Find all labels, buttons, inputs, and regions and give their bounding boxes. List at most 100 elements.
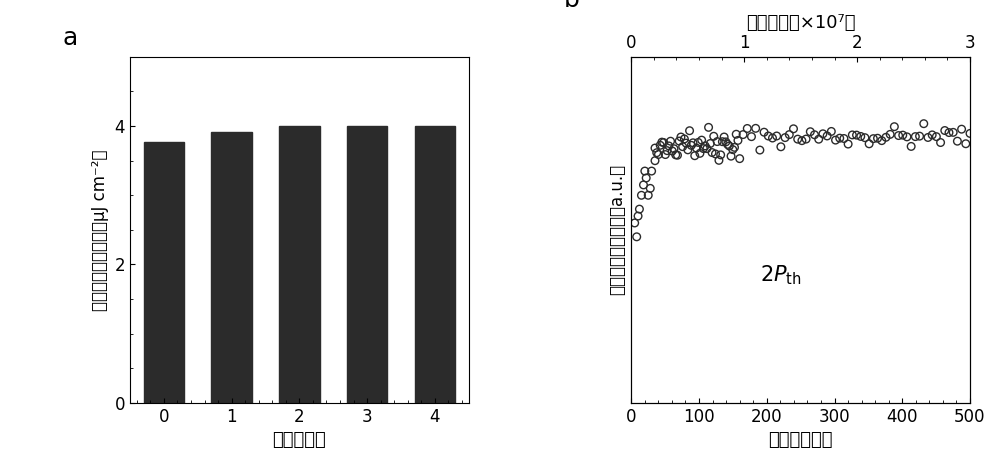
Point [857,134,873,141]
Point [663,137,679,145]
Point [928,133,944,140]
Point [673,133,689,141]
Point [709,138,725,146]
Point [907,133,923,140]
Point [649,149,665,156]
Point [882,130,898,138]
Point [781,131,797,138]
Point [861,140,877,147]
Point [687,152,703,160]
Point [668,151,684,159]
Point [891,132,907,139]
Point [937,127,953,134]
Point [735,131,751,138]
Point [718,138,734,146]
Point [958,140,974,147]
Point [836,135,852,142]
Point [853,133,869,140]
Point [706,132,722,140]
Point [823,128,839,135]
Point [949,137,965,145]
Point [954,126,970,133]
Point [730,137,746,144]
Point [794,137,810,145]
Point [654,138,670,146]
Point [728,130,744,138]
Point [844,131,860,139]
Point [832,134,848,142]
Point [638,174,654,182]
Point [773,143,789,151]
Point [726,144,742,151]
Point [650,151,666,158]
Bar [211,132,252,403]
Point [769,132,785,140]
Point [680,146,696,154]
Point [743,133,759,140]
Point [711,156,727,164]
Point [699,145,715,152]
Point [764,134,780,142]
Point [802,128,818,136]
Point [752,146,768,154]
Point [704,149,720,156]
Text: b: b [564,0,579,12]
Point [924,131,940,139]
Point [785,125,801,133]
Point [732,155,748,163]
Point [659,147,675,155]
Point [760,132,776,140]
Point [652,142,668,149]
Point [899,133,915,141]
Point [828,137,844,144]
Point [629,233,645,241]
Point [675,143,691,150]
Point [713,151,729,159]
Point [849,131,865,139]
Point [697,142,713,150]
Point [756,128,772,136]
Point [865,135,881,143]
Point [739,125,755,132]
Point [630,212,646,220]
Point [721,142,737,150]
Point [695,145,711,152]
Text: a: a [62,26,78,50]
Point [685,139,701,146]
Y-axis label: 放大自发辐射强度（a.u.）: 放大自发辐射强度（a.u.） [608,164,626,295]
Point [656,139,672,146]
Bar [279,126,320,403]
Point [640,191,656,199]
Point [962,129,978,137]
Point [682,127,698,135]
Bar [347,126,387,403]
X-axis label: 时间（分钟）: 时间（分钟） [768,431,833,449]
Point [916,120,932,128]
X-axis label: 激光脉冲（×10⁷）: 激光脉冲（×10⁷） [746,15,855,32]
Point [777,134,793,141]
Point [790,136,806,143]
Point [694,137,710,144]
Point [714,138,730,146]
Text: $2P_{\mathrm{th}}$: $2P_{\mathrm{th}}$ [760,264,802,287]
Point [676,135,692,143]
Point [666,145,682,153]
Point [725,146,741,154]
Point [688,144,704,152]
Point [642,184,658,192]
Point [720,141,736,148]
Point [811,136,827,143]
Point [819,132,835,140]
Point [644,167,660,175]
Point [870,135,886,142]
Bar [415,126,455,403]
Point [723,152,739,160]
Point [678,139,694,147]
Point [716,133,732,141]
Point [933,139,949,146]
Point [633,191,649,199]
Point [912,132,928,140]
Point [903,143,919,150]
Point [702,140,718,147]
Point [701,124,717,131]
